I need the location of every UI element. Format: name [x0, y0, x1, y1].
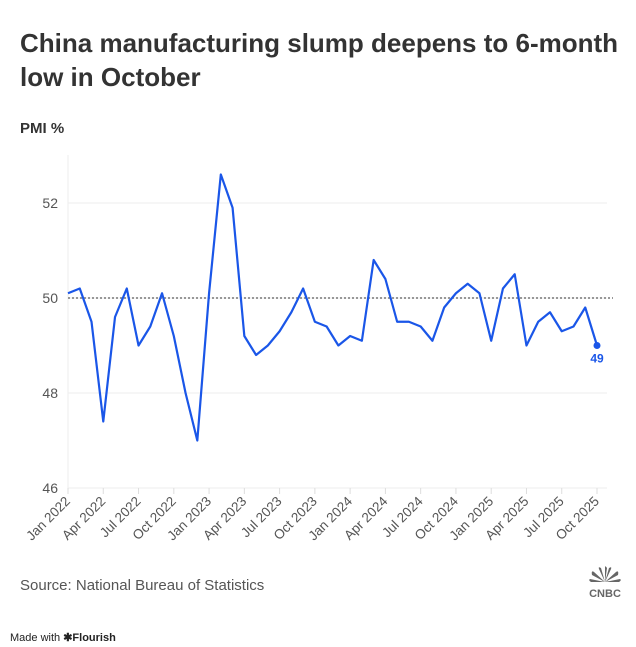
y-axis-label: PMI % [20, 120, 65, 137]
source-note: Source: National Bureau of Statistics [20, 577, 265, 594]
cnbc-logo: CNBC [589, 566, 621, 600]
last-value-label: 49 [590, 352, 604, 366]
pmi-series-line [67, 173, 599, 442]
y-tick-label: 48 [42, 385, 58, 401]
last-point-marker [593, 342, 601, 349]
peacock-icon [589, 566, 621, 582]
chart-title: China manufacturing slump deepens to 6-m… [20, 28, 619, 92]
made-with-text: Made with [10, 632, 61, 644]
flourish-brand: ✱Flourish [63, 632, 116, 644]
made-with-flourish[interactable]: Made with ✱Flourish [10, 631, 116, 644]
y-tick-label: 46 [42, 480, 58, 496]
svg-text:CNBC: CNBC [589, 588, 621, 600]
y-tick-label: 52 [42, 195, 58, 211]
y-tick-label: 50 [42, 290, 58, 306]
